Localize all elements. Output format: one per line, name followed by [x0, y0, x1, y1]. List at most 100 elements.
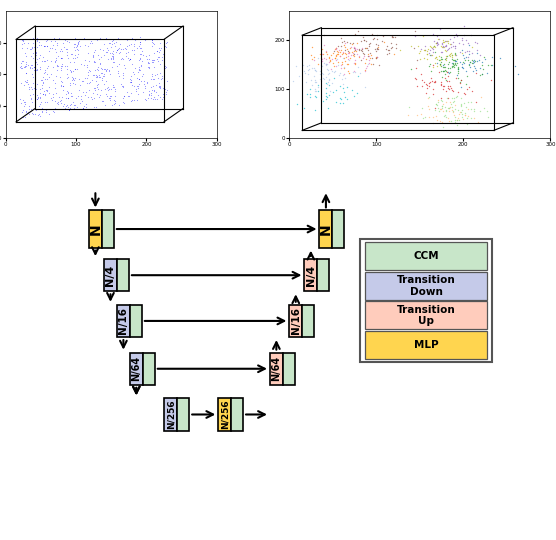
Point: [110, 96, 119, 104]
Point: [455, 108, 464, 117]
Point: [92, 103, 101, 111]
Point: [59, 100, 68, 109]
Point: [77, 95, 86, 104]
Point: [315, 50, 324, 58]
Point: [66, 58, 75, 66]
Point: [440, 43, 449, 51]
Point: [161, 84, 170, 93]
Point: [68, 72, 77, 81]
Point: [459, 98, 468, 107]
Point: [124, 91, 133, 100]
Point: [100, 51, 108, 59]
Point: [50, 57, 59, 66]
Point: [108, 101, 117, 110]
Point: [445, 69, 454, 77]
Point: [360, 65, 369, 74]
Point: [443, 51, 451, 60]
Point: [145, 63, 154, 72]
Point: [27, 51, 36, 60]
Point: [81, 74, 90, 83]
Point: [156, 83, 165, 91]
Point: [107, 85, 116, 94]
Point: [128, 35, 137, 43]
Point: [462, 85, 471, 93]
Point: [336, 64, 345, 73]
Point: [103, 86, 112, 94]
Point: [433, 58, 442, 67]
Point: [82, 99, 91, 108]
Point: [388, 42, 397, 51]
Point: [454, 116, 463, 124]
Point: [435, 59, 444, 68]
Point: [425, 113, 434, 122]
Point: [46, 43, 54, 52]
Point: [349, 59, 358, 68]
Point: [105, 91, 114, 100]
Point: [445, 63, 454, 72]
Point: [140, 36, 149, 44]
Point: [23, 108, 32, 117]
Point: [445, 107, 454, 116]
Point: [454, 113, 463, 122]
Point: [156, 59, 165, 68]
Point: [450, 49, 459, 58]
Point: [107, 49, 116, 57]
Point: [109, 50, 118, 58]
Point: [110, 91, 119, 100]
Point: [158, 72, 167, 80]
Point: [118, 45, 127, 53]
Point: [38, 107, 47, 116]
Point: [147, 90, 156, 99]
Point: [368, 30, 376, 38]
Point: [438, 40, 447, 49]
Point: [469, 58, 478, 66]
Point: [442, 87, 451, 96]
Point: [350, 44, 359, 52]
Point: [97, 69, 106, 77]
Point: [84, 56, 93, 65]
Point: [436, 117, 445, 125]
Point: [391, 40, 400, 49]
Point: [438, 38, 447, 46]
Point: [433, 31, 441, 40]
Point: [446, 83, 455, 92]
Point: [63, 100, 72, 109]
Point: [137, 62, 146, 71]
FancyBboxPatch shape: [231, 399, 243, 431]
Point: [317, 69, 326, 77]
Point: [464, 104, 473, 113]
Point: [25, 102, 34, 111]
Point: [47, 93, 56, 102]
Point: [426, 67, 435, 76]
Point: [43, 56, 52, 65]
Point: [322, 50, 331, 59]
FancyBboxPatch shape: [365, 272, 488, 300]
Point: [148, 35, 157, 44]
Point: [428, 29, 437, 38]
Point: [475, 56, 484, 64]
Point: [431, 43, 440, 51]
Point: [103, 45, 112, 54]
Point: [78, 76, 87, 85]
Point: [106, 70, 115, 78]
Point: [447, 54, 456, 63]
Point: [341, 74, 350, 83]
Point: [365, 40, 374, 49]
Point: [35, 85, 44, 93]
Point: [61, 45, 70, 53]
Point: [313, 80, 322, 89]
Point: [24, 80, 33, 89]
Point: [76, 99, 85, 107]
Point: [333, 42, 342, 51]
Point: [458, 33, 467, 42]
Point: [317, 57, 326, 66]
Point: [147, 34, 156, 43]
Point: [448, 85, 456, 94]
Point: [435, 106, 444, 115]
Point: [450, 59, 459, 68]
Point: [459, 64, 468, 72]
Point: [90, 84, 98, 92]
Point: [458, 106, 466, 114]
Point: [51, 72, 60, 80]
Point: [108, 46, 117, 55]
